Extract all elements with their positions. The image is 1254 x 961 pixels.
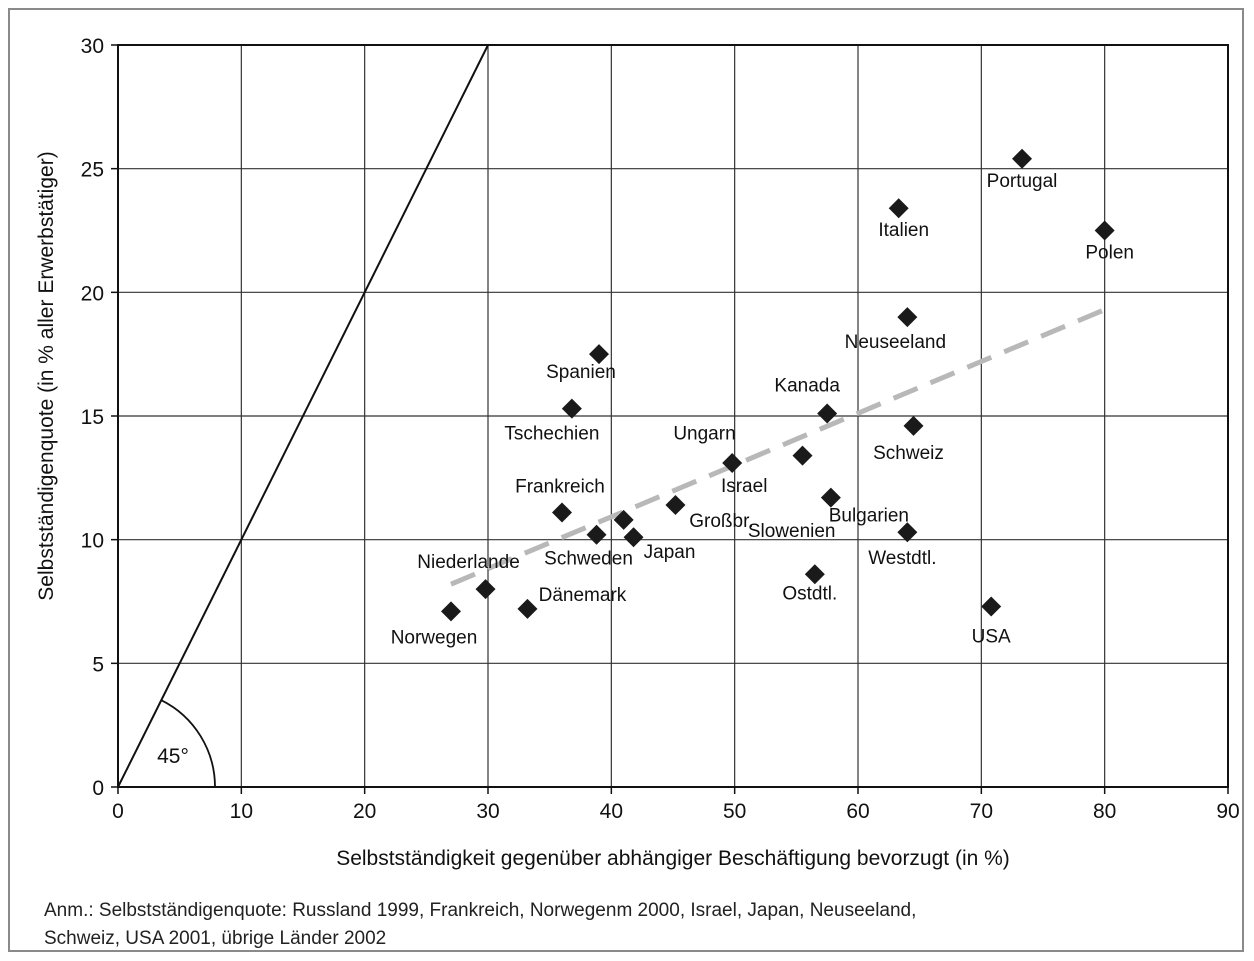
plot-area-border	[117, 44, 1229, 788]
data-label: Spanien	[546, 362, 616, 383]
data-label: Japan	[644, 542, 696, 563]
data-label: Tschechien	[504, 424, 599, 445]
y-tick-label: 25	[81, 159, 104, 182]
data-label: Niederlande	[417, 552, 519, 573]
x-tick-label: 30	[476, 800, 499, 823]
data-label: USA	[972, 626, 1011, 647]
x-tick-label: 60	[846, 800, 869, 823]
x-tick-label: 10	[230, 800, 253, 823]
data-label: Westdtl.	[868, 548, 936, 569]
data-label: Frankreich	[515, 476, 605, 497]
data-label: Portugal	[987, 171, 1058, 192]
data-label: Israel	[721, 476, 767, 497]
data-point	[1094, 220, 1115, 241]
data-label: Großbr.	[689, 511, 753, 532]
y-tick-label: 0	[92, 777, 104, 800]
data-label: Slowenien	[748, 521, 836, 542]
data-label: Schweden	[544, 549, 633, 570]
data-point	[820, 487, 841, 508]
trend-line	[450, 307, 1106, 587]
x-tick-label: 20	[353, 800, 376, 823]
data-label: Schweiz	[873, 443, 944, 464]
data-point	[552, 502, 572, 523]
data-point	[613, 509, 634, 530]
y-tick-label: 20	[81, 282, 104, 305]
data-point	[475, 579, 496, 600]
x-tick-label: 0	[112, 800, 124, 823]
data-point	[623, 527, 644, 548]
data-point	[804, 564, 825, 585]
angle-label: 45°	[157, 745, 189, 768]
data-point	[665, 495, 686, 516]
data-point	[903, 415, 924, 436]
note-line-1: Anm.: Selbstständigenquote: Russland 199…	[44, 900, 917, 921]
diagonal-45-line	[117, 44, 489, 788]
y-tick-label: 5	[92, 653, 104, 676]
x-tick-label: 50	[723, 800, 746, 823]
x-tick-label: 40	[600, 800, 623, 823]
y-tick-label: 15	[81, 406, 104, 429]
data-label: Ungarn	[673, 424, 735, 445]
x-tick-label: 90	[1216, 800, 1239, 823]
data-point	[589, 344, 609, 365]
data-point	[586, 524, 607, 545]
data-point	[981, 596, 1002, 617]
y-tick-label: 30	[81, 35, 104, 58]
y-axis-label: Selbstständigenquote (in % aller Erwerbs…	[35, 151, 58, 600]
data-label: Italien	[878, 220, 929, 241]
data-label: Norwegen	[391, 627, 478, 648]
x-tick-label: 80	[1093, 800, 1116, 823]
data-label: Kanada	[774, 376, 840, 397]
chart-frame: 0 10 20 30 40 50 60 70 80 90 0 5 10 15 20 25 30 Selbststä…	[8, 8, 1244, 952]
data-point	[722, 452, 743, 473]
data-point	[517, 598, 538, 619]
scatter-chart: 0 10 20 30 40 50 60 70 80 90 0 5 10 15 20 25 30 Selbststä…	[35, 35, 1240, 870]
data-label: Neuseeland	[845, 332, 946, 353]
note-line-2: Schweiz, USA 2001, übrige Länder 2002	[44, 928, 387, 949]
data-point	[897, 522, 918, 543]
data-point	[441, 601, 461, 622]
y-tick-label: 10	[81, 530, 104, 553]
data-label: Dänemark	[539, 585, 627, 606]
data-point	[792, 445, 813, 466]
x-axis-label: Selbstständigkeit gegenüber abhängiger B…	[336, 847, 1010, 870]
data-point	[561, 398, 582, 419]
data-label: Polen	[1085, 243, 1134, 264]
data-point	[888, 198, 909, 219]
data-point	[817, 403, 838, 424]
data-point	[1012, 148, 1033, 169]
data-label: Bulgarien	[829, 506, 909, 527]
data-label: Ostdtl.	[782, 583, 837, 604]
x-tick-label: 70	[970, 800, 993, 823]
data-point	[897, 307, 918, 328]
angle-arc	[160, 699, 216, 788]
